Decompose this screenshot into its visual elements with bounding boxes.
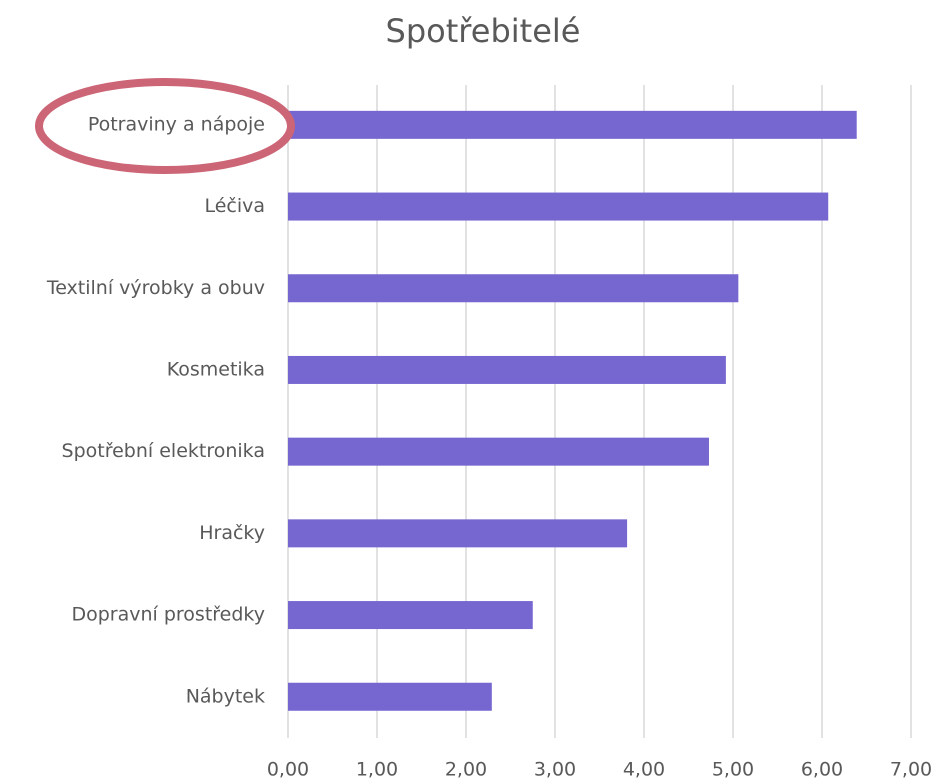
bar bbox=[288, 355, 726, 384]
bar bbox=[288, 274, 739, 303]
bar bbox=[288, 437, 709, 466]
x-tick-label: 4,00 bbox=[623, 759, 665, 781]
bar bbox=[288, 682, 492, 711]
y-tick-label: Léčiva bbox=[204, 195, 265, 217]
chart-title: Spotřebitelé bbox=[386, 12, 581, 50]
x-tick-label: 2,00 bbox=[445, 759, 487, 781]
highlight-ellipse bbox=[35, 78, 295, 174]
x-tick-label: 7,00 bbox=[890, 759, 932, 781]
bar bbox=[288, 519, 628, 548]
y-tick-label: Nábytek bbox=[186, 685, 265, 707]
x-tick-label: 5,00 bbox=[712, 759, 754, 781]
bars bbox=[288, 110, 857, 711]
x-tick-label: 1,00 bbox=[356, 759, 398, 781]
y-tick-label: Dopravní prostředky bbox=[71, 604, 265, 626]
grid bbox=[287, 85, 912, 738]
y-tick-label: Potraviny a nápoje bbox=[88, 113, 265, 135]
bar bbox=[288, 110, 857, 139]
y-tick-label: Kosmetika bbox=[167, 358, 265, 380]
x-tick-label: 6,00 bbox=[801, 759, 843, 781]
y-tick-label: Spotřební elektronika bbox=[62, 440, 265, 462]
bar bbox=[288, 192, 829, 221]
y-tick-label: Textilní výrobky a obuv bbox=[46, 277, 265, 299]
x-tick-label: 0,00 bbox=[267, 759, 309, 781]
y-tick-label: Hračky bbox=[199, 522, 265, 544]
bar bbox=[288, 601, 533, 630]
x-tick-label: 3,00 bbox=[534, 759, 576, 781]
